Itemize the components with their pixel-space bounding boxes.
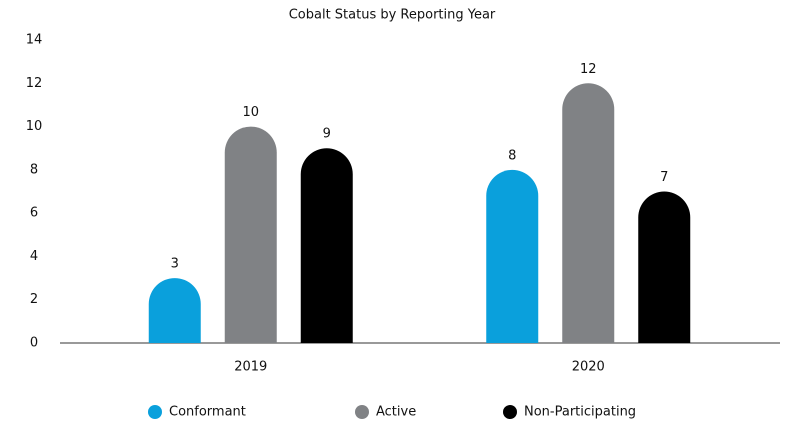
bar [300,148,353,343]
data-label: 7 [660,170,668,185]
chart-title: Cobalt Status by Reporting Year [289,8,496,23]
legend-label: Non-Participating [524,405,636,420]
x-tick-label: 2020 [572,360,605,375]
legend-label: Conformant [169,405,246,420]
y-tick-label: 0 [30,336,38,351]
data-label: 3 [171,257,179,272]
legend-marker [148,405,162,419]
y-tick-label: 4 [30,249,38,264]
bar [224,126,277,343]
data-label: 12 [580,62,597,77]
y-tick-label: 14 [26,33,43,48]
y-tick-label: 2 [30,292,38,307]
bar [638,191,691,343]
bar [486,169,539,343]
bar [562,83,615,344]
x-tick-label: 2019 [234,360,267,375]
data-label: 8 [508,148,516,163]
legend-label: Active [376,405,416,420]
y-tick-label: 10 [26,119,43,134]
y-tick-label: 8 [30,162,38,177]
bar [148,278,201,343]
legend-marker [503,405,517,419]
y-tick-label: 6 [30,206,38,221]
legend-marker [355,405,369,419]
y-tick-label: 12 [26,76,43,91]
data-label: 10 [242,105,259,120]
data-label: 9 [323,127,331,142]
